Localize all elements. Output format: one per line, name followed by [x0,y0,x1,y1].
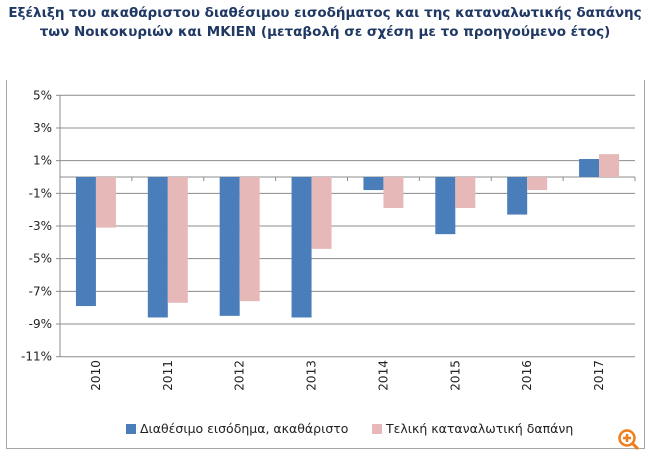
y-tick-label: -9% [29,317,52,331]
legend-item-consumption: Τελική καταναλωτική δαπάνη [372,421,573,436]
bar-consumption-2012 [239,176,260,302]
x-tick-label: 2017 [592,360,606,391]
y-tick-label: -1% [29,186,52,200]
chart-title: Εξέλιξη του ακαθάριστου διαθέσιμου εισοδ… [0,4,650,42]
bar-income-2016 [507,176,528,215]
legend-swatch [372,423,382,434]
x-tick-label: 2014 [376,360,390,391]
bar-consumption-2015 [455,176,476,209]
y-tick-label: -3% [29,219,52,233]
chart-frame [6,80,645,449]
bar-consumption-2017 [599,154,620,177]
bar-consumption-2016 [527,176,548,191]
y-tick-label: -11% [21,350,52,364]
x-tick-label: 2016 [520,360,534,391]
y-tick-label: 1% [33,154,52,168]
x-tick-label: 2011 [161,360,175,391]
bar-consumption-2010 [95,176,116,228]
legend-item-income: Διαθέσιμο εισόδημα, ακαθάριστο [126,421,348,436]
x-tick-label: 2015 [448,360,462,391]
legend-label: Διαθέσιμο εισόδημα, ακαθάριστο [140,421,349,436]
y-tick-label: -5% [29,252,52,266]
y-tick-label: 3% [33,121,52,135]
y-tick-label: -7% [29,284,52,298]
bar-income-2015 [435,176,456,235]
bar-income-2014 [363,176,384,191]
chart-title-line: Εξέλιξη του ακαθάριστου διαθέσιμου εισοδ… [8,5,642,21]
legend-label: Τελική καταναλωτική δαπάνη [386,421,574,436]
bar-income-2010 [75,176,96,307]
bar-consumption-2013 [311,176,332,249]
bar-income-2017 [579,159,600,177]
chart-title-line: των Νοικοκυριών και ΜΚΙΕΝ (μεταβολή σε σ… [39,24,611,40]
y-tick-label: 5% [33,88,52,102]
bar-income-2011 [147,176,168,318]
bar-consumption-2014 [383,176,404,209]
x-tick-label: 2012 [233,360,247,391]
x-tick-label: 2010 [89,360,103,391]
bar-income-2013 [291,176,312,318]
legend-swatch [126,423,136,434]
x-tick-label: 2013 [305,360,319,391]
bar-consumption-2011 [167,176,188,303]
bar-income-2012 [219,176,240,316]
zoom-in-icon[interactable] [617,428,641,452]
